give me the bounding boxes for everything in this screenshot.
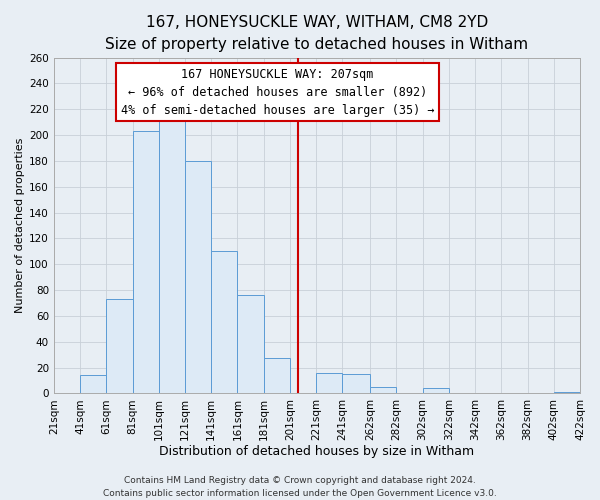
Bar — [343, 374, 370, 394]
Bar — [370, 387, 396, 394]
Bar — [264, 358, 290, 394]
Bar — [185, 161, 211, 394]
Bar — [106, 299, 133, 394]
Title: 167, HONEYSUCKLE WAY, WITHAM, CM8 2YD
Size of property relative to detached hous: 167, HONEYSUCKLE WAY, WITHAM, CM8 2YD Si… — [106, 15, 529, 52]
Bar — [80, 376, 106, 394]
Bar — [316, 372, 343, 394]
Bar — [133, 131, 159, 394]
Y-axis label: Number of detached properties: Number of detached properties — [15, 138, 25, 313]
Bar — [554, 392, 580, 394]
Text: Contains HM Land Registry data © Crown copyright and database right 2024.
Contai: Contains HM Land Registry data © Crown c… — [103, 476, 497, 498]
X-axis label: Distribution of detached houses by size in Witham: Distribution of detached houses by size … — [160, 444, 475, 458]
Bar — [159, 121, 185, 394]
Bar — [238, 295, 264, 394]
Bar — [211, 252, 238, 394]
Bar — [422, 388, 449, 394]
Text: 167 HONEYSUCKLE WAY: 207sqm
← 96% of detached houses are smaller (892)
4% of sem: 167 HONEYSUCKLE WAY: 207sqm ← 96% of det… — [121, 68, 434, 116]
